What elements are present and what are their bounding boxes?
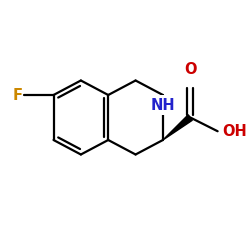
Text: OH: OH [222,124,247,139]
Text: NH: NH [150,98,175,112]
Polygon shape [163,115,192,140]
Text: F: F [13,88,23,102]
Text: O: O [184,62,196,78]
